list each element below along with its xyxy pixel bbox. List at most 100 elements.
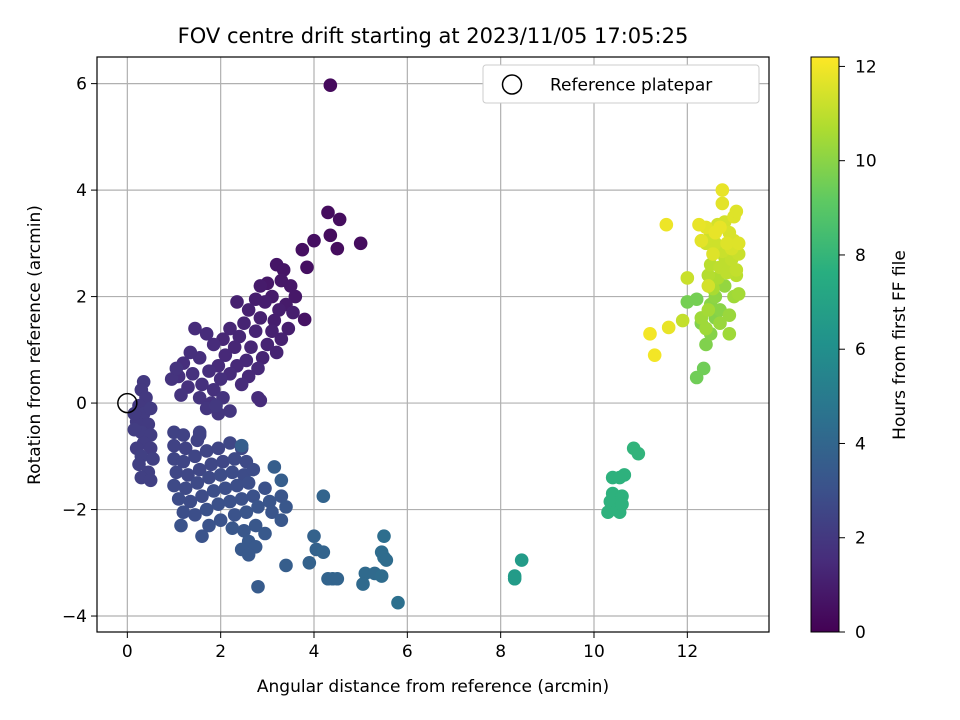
data-point	[265, 324, 279, 338]
colorbar-tick-label: 4	[855, 434, 866, 454]
x-tick-label: 2	[215, 642, 226, 662]
data-point	[192, 425, 207, 440]
data-point	[253, 311, 268, 325]
data-point	[391, 595, 405, 610]
data-point	[251, 500, 265, 514]
data-point	[279, 558, 293, 573]
data-point	[699, 321, 713, 336]
data-point	[279, 500, 293, 514]
data-point	[661, 320, 676, 335]
data-point	[316, 489, 331, 504]
data-point	[225, 521, 240, 535]
data-point	[237, 316, 251, 331]
y-tick-label: 6	[76, 75, 87, 95]
data-point	[190, 476, 205, 490]
data-point	[274, 489, 289, 504]
data-point	[276, 263, 291, 277]
data-point	[218, 348, 233, 362]
data-point	[183, 345, 198, 360]
colorbar	[810, 56, 840, 633]
data-point	[307, 529, 321, 543]
data-point	[127, 406, 142, 421]
data-point	[246, 489, 261, 504]
data-point	[731, 287, 746, 301]
data-point	[234, 438, 249, 453]
data-point	[199, 502, 214, 517]
data-point	[729, 204, 744, 219]
y-tick-label: 2	[76, 288, 87, 308]
data-point	[178, 481, 193, 496]
data-point	[722, 327, 737, 341]
data-point	[251, 361, 265, 376]
data-point	[255, 351, 270, 365]
y-tick-label: −4	[62, 607, 87, 627]
data-point	[223, 494, 237, 509]
data-point	[248, 292, 263, 307]
reference-marker	[117, 392, 138, 414]
data-point	[239, 505, 254, 520]
data-point	[379, 553, 394, 567]
reference-platepar-marker	[117, 392, 138, 414]
colorbar-tick-label: 0	[855, 623, 866, 643]
data-point	[251, 390, 265, 405]
data-point	[694, 233, 709, 248]
data-point	[188, 508, 202, 522]
data-point	[248, 518, 263, 533]
data-point	[211, 497, 226, 512]
data-point	[181, 468, 195, 482]
data-point	[167, 478, 181, 493]
data-point	[274, 473, 289, 488]
data-point	[234, 377, 249, 392]
data-point	[202, 470, 216, 485]
data-point	[174, 388, 188, 402]
data-point	[377, 529, 391, 543]
data-point	[631, 446, 646, 461]
data-point	[178, 441, 193, 456]
data-point	[358, 566, 373, 581]
data-point	[127, 422, 142, 437]
legend-marker-icon	[501, 74, 523, 95]
data-point	[248, 324, 263, 338]
data-point	[183, 494, 198, 509]
data-point	[708, 225, 723, 240]
data-point	[223, 404, 237, 418]
data-point	[195, 377, 209, 392]
data-point	[199, 327, 214, 341]
data-point	[274, 332, 289, 346]
x-tick-label: 0	[122, 642, 133, 662]
data-point	[206, 484, 221, 498]
colorbar-tick-label: 12	[855, 57, 877, 77]
data-point	[251, 579, 265, 594]
data-point	[689, 292, 704, 307]
data-point	[223, 321, 237, 336]
data-point	[262, 494, 277, 509]
data-point	[204, 457, 219, 472]
data-point	[274, 273, 289, 288]
data-point	[230, 478, 244, 493]
data-point	[356, 577, 370, 591]
data-point	[167, 438, 181, 453]
colorbar-tick-label: 10	[855, 152, 877, 172]
data-point	[258, 526, 272, 541]
x-axis-label: Angular distance from reference (arcmin)	[257, 677, 609, 697]
data-point	[241, 303, 256, 317]
data-point	[267, 460, 282, 474]
x-axis-ticks: 0 2 4 6 8 10 12	[122, 632, 698, 662]
data-point	[514, 553, 529, 567]
data-point	[171, 492, 186, 506]
data-point	[288, 289, 303, 304]
data-point	[701, 268, 716, 283]
data-point	[353, 236, 368, 251]
data-point	[330, 571, 345, 586]
data-point	[143, 401, 158, 416]
data-point	[192, 390, 207, 405]
legend-box	[482, 64, 760, 104]
data-point	[237, 524, 251, 538]
data-point	[225, 465, 240, 480]
data-point	[185, 366, 200, 381]
colorbar-label: Hours from first FF file	[890, 250, 910, 440]
data-point	[323, 228, 338, 243]
data-point	[659, 217, 674, 232]
data-point	[216, 454, 230, 469]
data-point	[244, 340, 258, 354]
